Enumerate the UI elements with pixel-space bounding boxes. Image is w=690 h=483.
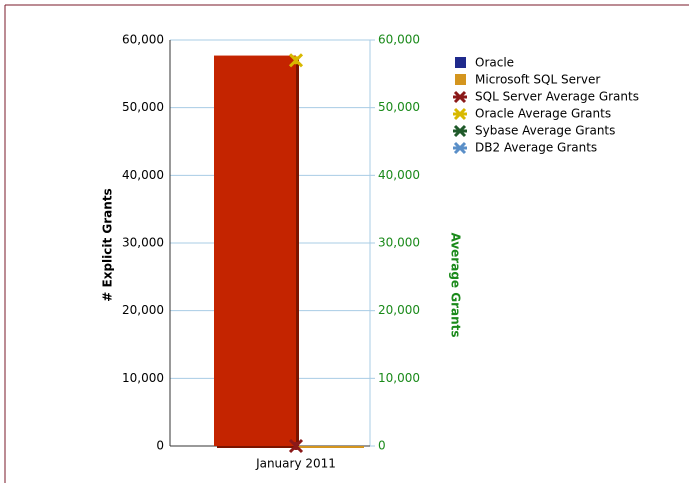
star-marker [288, 53, 304, 68]
y-tick-label: 0 [156, 439, 164, 453]
legend-swatch [455, 74, 466, 85]
legend-swatch [453, 141, 467, 155]
legend-label: SQL Server Average Grants [475, 90, 639, 104]
legend-label: Oracle [475, 56, 514, 70]
legend-label: DB2 Average Grants [475, 141, 597, 155]
y2-tick-label: 40,000 [378, 168, 420, 182]
y2-tick-label: 50,000 [378, 100, 420, 114]
y-axis-title: # Explicit Grants [101, 188, 115, 301]
y2-tick-label: 0 [378, 439, 386, 453]
star-marker [288, 438, 304, 454]
legend-swatch [455, 57, 466, 68]
y2-tick-label: 10,000 [378, 371, 420, 385]
x-tick-label: January 2011 [255, 457, 336, 471]
bar [214, 55, 296, 447]
y-tick-label: 60,000 [122, 33, 164, 47]
y-tick-label: 20,000 [122, 303, 164, 317]
legend-swatch [453, 90, 467, 104]
y-tick-label: 50,000 [122, 100, 164, 114]
y2-tick-label: 60,000 [378, 33, 420, 47]
legend-swatch [453, 107, 467, 121]
y-tick-label: 30,000 [122, 236, 164, 250]
y2-tick-label: 20,000 [378, 303, 420, 317]
y-tick-label: 10,000 [122, 371, 164, 385]
y2-tick-label: 30,000 [378, 236, 420, 250]
legend-label: Microsoft SQL Server [475, 73, 600, 87]
y2-axis-title: Average Grants [449, 232, 463, 337]
bar [296, 446, 364, 448]
y-tick-label: 40,000 [122, 168, 164, 182]
legend-swatch [453, 124, 467, 138]
legend-label: Oracle Average Grants [475, 107, 611, 121]
legend-label: Sybase Average Grants [475, 124, 615, 138]
